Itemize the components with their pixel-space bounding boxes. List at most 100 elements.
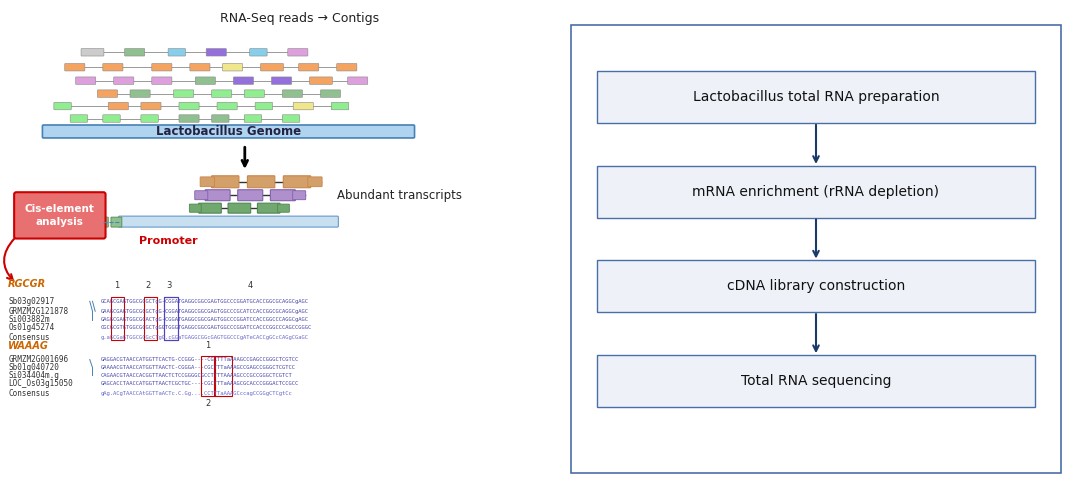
Text: Si034404m.g: Si034404m.g <box>9 371 59 380</box>
Text: Lactobacillus Genome: Lactobacillus Genome <box>156 125 301 138</box>
Text: Lactobacillus total RNA preparation: Lactobacillus total RNA preparation <box>693 90 939 104</box>
FancyBboxPatch shape <box>65 63 85 71</box>
FancyBboxPatch shape <box>293 191 306 200</box>
Text: GAGGACGTAACCATGGTTCACTG-CCGGG----CGCTTTaAAAGCCGAGCCGGGCTCGTCC: GAGGACGTAACCATGGTTCACTG-CCGGG----CGCTTTa… <box>101 357 299 362</box>
FancyBboxPatch shape <box>141 102 161 110</box>
FancyBboxPatch shape <box>256 102 273 110</box>
FancyBboxPatch shape <box>200 177 214 187</box>
Text: GAGGCGAGTGGCGCACTgG-CGGATGAGGCGGCGAGTGGCCCGGATCCACCGGCCCAGGCgAGC: GAGGCGAGTGGCGCACTgG-CGGATGAGGCGGCGAGTGGC… <box>101 317 309 322</box>
Text: 2: 2 <box>146 281 151 290</box>
FancyBboxPatch shape <box>196 77 215 84</box>
FancyBboxPatch shape <box>250 48 268 56</box>
FancyBboxPatch shape <box>283 176 311 188</box>
FancyBboxPatch shape <box>98 217 109 227</box>
Text: gAg.ACgTAACCAtGGTTaACTc.C.Gg....CCTTTaAAAGCccagCCGGgCTCgtCc: gAg.ACgTAACCAtGGTTaACTc.C.Gg....CCTTTaAA… <box>101 391 293 396</box>
Text: 4: 4 <box>248 281 252 290</box>
FancyBboxPatch shape <box>207 48 226 56</box>
Text: LOC_Os03g15050: LOC_Os03g15050 <box>9 379 73 388</box>
Text: WAAAG: WAAAG <box>9 341 49 351</box>
Text: CGCGCGTGTGGCGCGCTgGGTGGGTGAGGCGGCGAGTGGCCCGGATCCACCCGGCCCAGCCGGGC: CGCGCGTGTGGCGCGCTgGGTGGGTGAGGCGGCGAGTGGC… <box>101 325 312 330</box>
Text: Sb01g040720: Sb01g040720 <box>9 363 59 372</box>
FancyBboxPatch shape <box>98 90 118 97</box>
FancyBboxPatch shape <box>211 176 239 188</box>
Text: cDNA library construction: cDNA library construction <box>727 279 905 293</box>
Text: Sb03g02917: Sb03g02917 <box>9 297 54 306</box>
FancyBboxPatch shape <box>174 90 194 97</box>
Text: GAAAACGTAACCATGGTTAACTC-CGGGA---CGCTTTaAAAGCCGAGCCGGGCTCGTCC: GAAAACGTAACCATGGTTAACTC-CGGGA---CGCTTTaA… <box>101 365 296 370</box>
FancyBboxPatch shape <box>190 63 210 71</box>
Text: 1: 1 <box>114 281 120 290</box>
FancyBboxPatch shape <box>247 176 275 188</box>
FancyBboxPatch shape <box>14 192 106 239</box>
FancyBboxPatch shape <box>152 77 172 84</box>
FancyBboxPatch shape <box>189 204 201 212</box>
FancyBboxPatch shape <box>180 102 199 110</box>
FancyBboxPatch shape <box>245 115 262 122</box>
Text: GCAGCGAGTGGCGCGCTgG-CGGATGAGGCGGCGAGTGGCCCGGATGCACCGGCGCAGGCgAGC: GCAGCGAGTGGCGCGCTgG-CGGATGAGGCGGCGAGTGGC… <box>101 299 309 304</box>
FancyBboxPatch shape <box>261 63 283 71</box>
Text: GAGCACCTAACCATGGTTAACTCGCTGC----CGCTTTaAAAGCGCACCCGGGACTCCGCC: GAGCACCTAACCATGGTTAACTCGCTGC----CGCTTTaA… <box>101 381 299 386</box>
FancyBboxPatch shape <box>54 102 72 110</box>
FancyBboxPatch shape <box>75 77 96 84</box>
Text: Consensus: Consensus <box>9 389 50 398</box>
FancyBboxPatch shape <box>71 115 88 122</box>
FancyBboxPatch shape <box>332 102 349 110</box>
FancyBboxPatch shape <box>299 63 319 71</box>
Text: Promoter: Promoter <box>139 236 198 246</box>
Text: GAAGCGAGTGGCGCGCTgG-CGGATGAGGCGGCGAGTGGCCCGCATCCACCGGCGCAGGCgAGC: GAAGCGAGTGGCGCGCTgG-CGGATGAGGCGGCGAGTGGC… <box>101 309 309 314</box>
FancyBboxPatch shape <box>212 90 232 97</box>
FancyBboxPatch shape <box>348 77 368 84</box>
FancyBboxPatch shape <box>82 48 104 56</box>
Text: Consensus: Consensus <box>9 333 50 342</box>
FancyBboxPatch shape <box>283 90 302 97</box>
FancyBboxPatch shape <box>337 63 357 71</box>
FancyBboxPatch shape <box>42 125 415 138</box>
FancyBboxPatch shape <box>102 63 123 71</box>
FancyBboxPatch shape <box>111 217 122 227</box>
FancyBboxPatch shape <box>597 166 1035 218</box>
FancyBboxPatch shape <box>310 77 333 84</box>
FancyBboxPatch shape <box>597 355 1035 407</box>
FancyBboxPatch shape <box>102 115 120 122</box>
FancyBboxPatch shape <box>131 90 150 97</box>
FancyBboxPatch shape <box>195 191 208 200</box>
Text: GRMZM2G121878: GRMZM2G121878 <box>9 307 69 316</box>
Text: Si003882m: Si003882m <box>9 315 50 324</box>
FancyBboxPatch shape <box>238 190 263 201</box>
FancyBboxPatch shape <box>597 71 1035 123</box>
FancyBboxPatch shape <box>308 177 322 187</box>
Text: Total RNA sequencing: Total RNA sequencing <box>741 374 891 388</box>
FancyBboxPatch shape <box>228 203 250 213</box>
FancyBboxPatch shape <box>141 115 159 122</box>
Text: RNA-Seq reads → Contigs: RNA-Seq reads → Contigs <box>220 12 379 25</box>
FancyBboxPatch shape <box>287 48 308 56</box>
FancyBboxPatch shape <box>169 48 185 56</box>
Text: Abundant transcripts: Abundant transcripts <box>337 189 462 202</box>
FancyBboxPatch shape <box>258 203 280 213</box>
Text: Cis-element
analysis: Cis-element analysis <box>25 205 95 227</box>
FancyBboxPatch shape <box>571 25 1061 473</box>
FancyBboxPatch shape <box>272 77 292 84</box>
FancyBboxPatch shape <box>321 90 341 97</box>
Text: RGCGR: RGCGR <box>9 279 47 289</box>
FancyBboxPatch shape <box>109 102 128 110</box>
FancyBboxPatch shape <box>114 77 134 84</box>
FancyBboxPatch shape <box>597 260 1035 312</box>
FancyBboxPatch shape <box>119 216 338 227</box>
FancyBboxPatch shape <box>218 102 237 110</box>
Text: Os01g45274: Os01g45274 <box>9 323 54 332</box>
Text: CAGAACGTAACCACGGTTAACTCTCCGGGGCGCCTTTTAAAAGCCCGCCGGGCTCGTCT: CAGAACGTAACCACGGTTAACTCTCCGGGGCGCCTTTTAA… <box>101 373 293 378</box>
Text: 1: 1 <box>206 341 210 350</box>
FancyBboxPatch shape <box>199 203 221 213</box>
FancyBboxPatch shape <box>245 90 264 97</box>
FancyBboxPatch shape <box>152 63 172 71</box>
Text: 3: 3 <box>166 281 171 290</box>
FancyBboxPatch shape <box>277 204 289 212</box>
FancyBboxPatch shape <box>234 77 254 84</box>
Text: GRMZM2G001696: GRMZM2G001696 <box>9 355 69 364</box>
FancyBboxPatch shape <box>212 115 230 122</box>
Text: 2: 2 <box>206 399 210 408</box>
FancyBboxPatch shape <box>294 102 313 110</box>
FancyBboxPatch shape <box>205 190 231 201</box>
FancyBboxPatch shape <box>125 48 145 56</box>
